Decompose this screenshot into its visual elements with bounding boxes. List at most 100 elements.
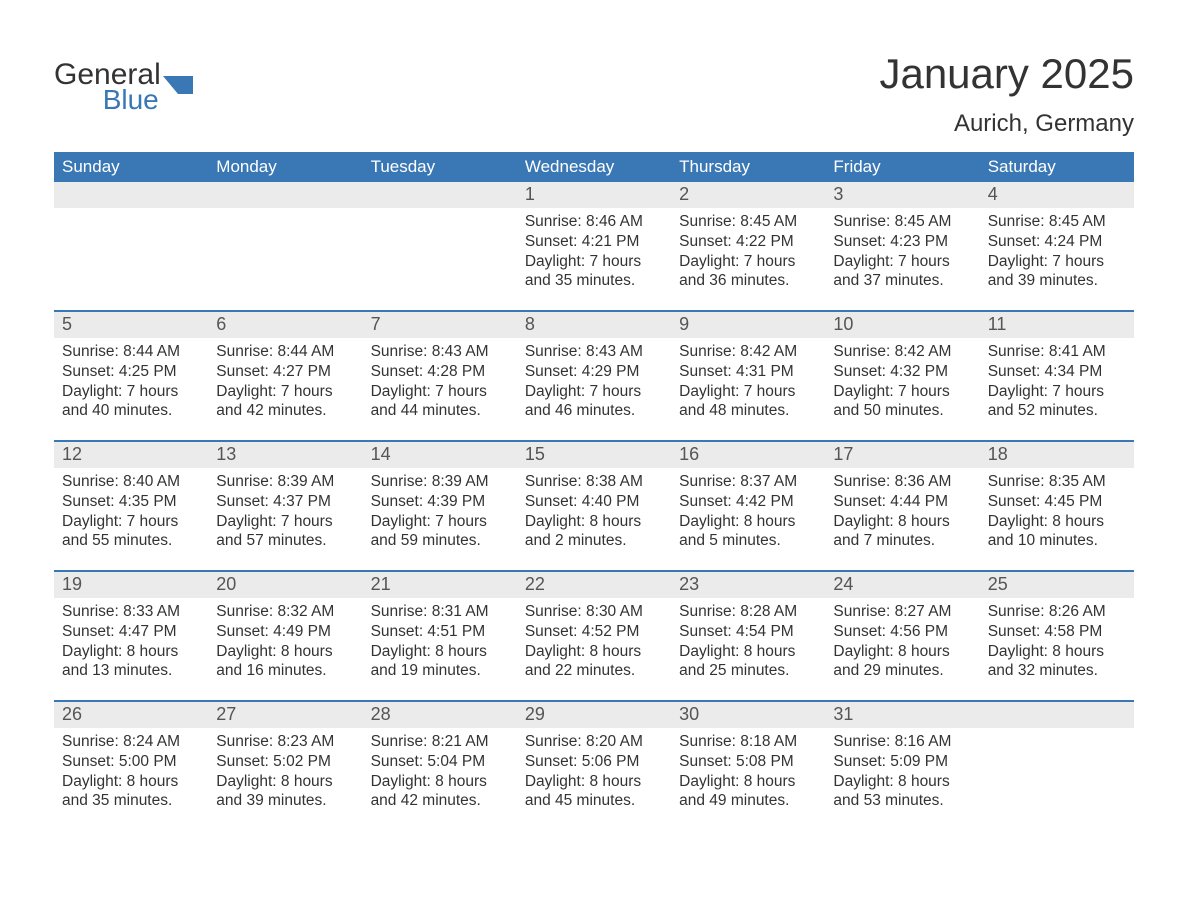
day-number: 20 bbox=[208, 572, 362, 598]
day-info-line: Daylight: 7 hours and 59 minutes. bbox=[371, 512, 509, 552]
day-info-line: Daylight: 7 hours and 52 minutes. bbox=[988, 382, 1126, 422]
day-number: 14 bbox=[363, 442, 517, 468]
day-info-line: Daylight: 8 hours and 32 minutes. bbox=[988, 642, 1126, 682]
day-info-line: Daylight: 7 hours and 55 minutes. bbox=[62, 512, 200, 552]
day-number bbox=[980, 702, 1134, 728]
day-info-line: Sunrise: 8:16 AM bbox=[833, 732, 971, 752]
day-info-line: Daylight: 8 hours and 13 minutes. bbox=[62, 642, 200, 682]
day-number: 29 bbox=[517, 702, 671, 728]
weekday-header: Tuesday bbox=[363, 157, 517, 177]
day-info-line: Sunrise: 8:42 AM bbox=[833, 342, 971, 362]
day-info-line: Daylight: 7 hours and 36 minutes. bbox=[679, 252, 817, 292]
day-cell: Sunrise: 8:40 AMSunset: 4:35 PMDaylight:… bbox=[54, 468, 208, 564]
day-info-line: Sunset: 4:49 PM bbox=[216, 622, 354, 642]
day-number: 18 bbox=[980, 442, 1134, 468]
day-info-line: Sunrise: 8:37 AM bbox=[679, 472, 817, 492]
day-cell: Sunrise: 8:37 AMSunset: 4:42 PMDaylight:… bbox=[671, 468, 825, 564]
day-number: 25 bbox=[980, 572, 1134, 598]
day-info-line: Sunset: 5:04 PM bbox=[371, 752, 509, 772]
day-info-line: Sunrise: 8:41 AM bbox=[988, 342, 1126, 362]
day-info-line: Sunrise: 8:38 AM bbox=[525, 472, 663, 492]
day-cell: Sunrise: 8:27 AMSunset: 4:56 PMDaylight:… bbox=[825, 598, 979, 694]
day-info-line: Daylight: 8 hours and 16 minutes. bbox=[216, 642, 354, 682]
day-cell: Sunrise: 8:21 AMSunset: 5:04 PMDaylight:… bbox=[363, 728, 517, 824]
day-info-line: Daylight: 8 hours and 53 minutes. bbox=[833, 772, 971, 812]
day-number bbox=[363, 182, 517, 208]
day-number: 6 bbox=[208, 312, 362, 338]
day-number: 26 bbox=[54, 702, 208, 728]
day-number: 4 bbox=[980, 182, 1134, 208]
weekday-header-row: Sunday Monday Tuesday Wednesday Thursday… bbox=[54, 152, 1134, 182]
day-number: 19 bbox=[54, 572, 208, 598]
day-info-line: Sunrise: 8:42 AM bbox=[679, 342, 817, 362]
day-info-line: Daylight: 8 hours and 35 minutes. bbox=[62, 772, 200, 812]
day-info-line: Sunset: 4:42 PM bbox=[679, 492, 817, 512]
day-info-line: Sunset: 5:09 PM bbox=[833, 752, 971, 772]
day-cell: Sunrise: 8:46 AMSunset: 4:21 PMDaylight:… bbox=[517, 208, 671, 304]
day-cell: Sunrise: 8:39 AMSunset: 4:39 PMDaylight:… bbox=[363, 468, 517, 564]
day-info-line: Daylight: 8 hours and 29 minutes. bbox=[833, 642, 971, 682]
day-number: 7 bbox=[363, 312, 517, 338]
day-info-line: Daylight: 8 hours and 42 minutes. bbox=[371, 772, 509, 812]
day-info-line: Sunset: 4:27 PM bbox=[216, 362, 354, 382]
day-number-row: 262728293031 bbox=[54, 702, 1134, 728]
day-cell: Sunrise: 8:45 AMSunset: 4:23 PMDaylight:… bbox=[825, 208, 979, 304]
day-number: 13 bbox=[208, 442, 362, 468]
day-info-line: Daylight: 8 hours and 5 minutes. bbox=[679, 512, 817, 552]
day-cell bbox=[363, 208, 517, 304]
week-row: 1234Sunrise: 8:46 AMSunset: 4:21 PMDayli… bbox=[54, 182, 1134, 310]
day-number: 11 bbox=[980, 312, 1134, 338]
day-info-line: Sunrise: 8:20 AM bbox=[525, 732, 663, 752]
day-number: 2 bbox=[671, 182, 825, 208]
day-info-line: Sunset: 4:31 PM bbox=[679, 362, 817, 382]
day-cell: Sunrise: 8:38 AMSunset: 4:40 PMDaylight:… bbox=[517, 468, 671, 564]
day-info-line: Sunrise: 8:39 AM bbox=[216, 472, 354, 492]
day-info-line: Sunset: 4:56 PM bbox=[833, 622, 971, 642]
day-info-line: Daylight: 8 hours and 39 minutes. bbox=[216, 772, 354, 812]
day-info-line: Daylight: 7 hours and 37 minutes. bbox=[833, 252, 971, 292]
day-info-line: Sunrise: 8:45 AM bbox=[988, 212, 1126, 232]
day-cell: Sunrise: 8:30 AMSunset: 4:52 PMDaylight:… bbox=[517, 598, 671, 694]
day-number: 28 bbox=[363, 702, 517, 728]
day-cell: Sunrise: 8:39 AMSunset: 4:37 PMDaylight:… bbox=[208, 468, 362, 564]
day-number: 24 bbox=[825, 572, 979, 598]
day-info-line: Daylight: 8 hours and 2 minutes. bbox=[525, 512, 663, 552]
day-number bbox=[54, 182, 208, 208]
day-cell: Sunrise: 8:33 AMSunset: 4:47 PMDaylight:… bbox=[54, 598, 208, 694]
day-info-line: Sunset: 4:58 PM bbox=[988, 622, 1126, 642]
day-info-line: Sunset: 4:32 PM bbox=[833, 362, 971, 382]
day-info-line: Daylight: 7 hours and 42 minutes. bbox=[216, 382, 354, 422]
logo: General Blue bbox=[54, 50, 197, 114]
day-number-row: 12131415161718 bbox=[54, 442, 1134, 468]
day-info-line: Sunset: 4:25 PM bbox=[62, 362, 200, 382]
day-body-row: Sunrise: 8:46 AMSunset: 4:21 PMDaylight:… bbox=[54, 208, 1134, 310]
day-cell: Sunrise: 8:43 AMSunset: 4:28 PMDaylight:… bbox=[363, 338, 517, 434]
day-info-line: Daylight: 7 hours and 35 minutes. bbox=[525, 252, 663, 292]
day-number bbox=[208, 182, 362, 208]
day-info-line: Daylight: 7 hours and 50 minutes. bbox=[833, 382, 971, 422]
day-info-line: Sunrise: 8:24 AM bbox=[62, 732, 200, 752]
day-info-line: Sunset: 4:29 PM bbox=[525, 362, 663, 382]
day-number: 21 bbox=[363, 572, 517, 598]
day-cell: Sunrise: 8:18 AMSunset: 5:08 PMDaylight:… bbox=[671, 728, 825, 824]
day-info-line: Daylight: 8 hours and 25 minutes. bbox=[679, 642, 817, 682]
day-info-line: Sunset: 4:44 PM bbox=[833, 492, 971, 512]
day-cell bbox=[208, 208, 362, 304]
day-number: 17 bbox=[825, 442, 979, 468]
day-number: 22 bbox=[517, 572, 671, 598]
day-number: 3 bbox=[825, 182, 979, 208]
day-number-row: 1234 bbox=[54, 182, 1134, 208]
day-info-line: Sunset: 4:35 PM bbox=[62, 492, 200, 512]
day-number: 9 bbox=[671, 312, 825, 338]
day-info-line: Sunset: 4:47 PM bbox=[62, 622, 200, 642]
day-info-line: Sunrise: 8:43 AM bbox=[371, 342, 509, 362]
day-info-line: Daylight: 7 hours and 57 minutes. bbox=[216, 512, 354, 552]
day-info-line: Sunset: 5:08 PM bbox=[679, 752, 817, 772]
weekday-header: Saturday bbox=[980, 157, 1134, 177]
day-number: 30 bbox=[671, 702, 825, 728]
day-cell: Sunrise: 8:35 AMSunset: 4:45 PMDaylight:… bbox=[980, 468, 1134, 564]
month-title: January 2025 bbox=[879, 50, 1134, 98]
day-body-row: Sunrise: 8:24 AMSunset: 5:00 PMDaylight:… bbox=[54, 728, 1134, 830]
day-cell: Sunrise: 8:44 AMSunset: 4:25 PMDaylight:… bbox=[54, 338, 208, 434]
day-info-line: Sunset: 4:21 PM bbox=[525, 232, 663, 252]
